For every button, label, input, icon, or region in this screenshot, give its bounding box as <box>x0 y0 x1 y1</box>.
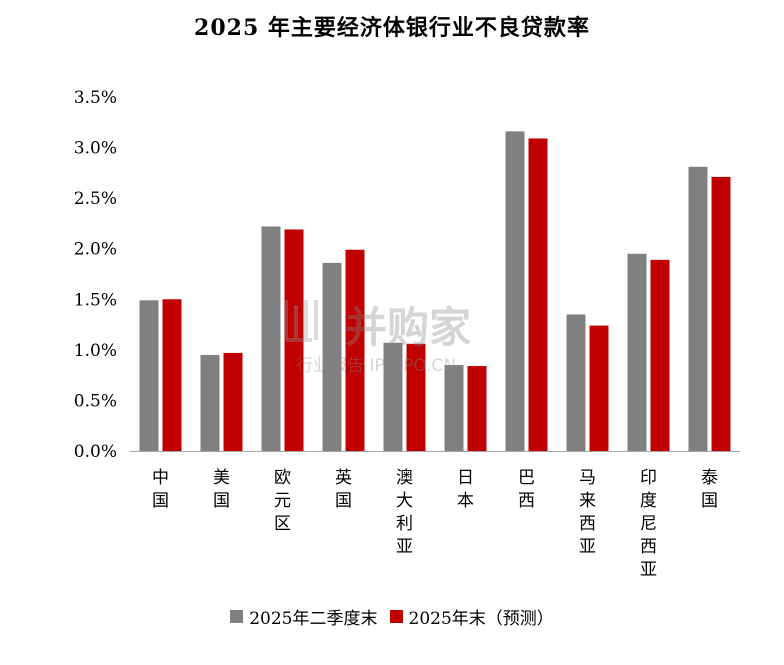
bar-yearend <box>162 299 182 451</box>
y-tick-label: 3.0% <box>74 139 117 159</box>
bar-q2 <box>566 314 586 451</box>
bar-yearend <box>589 325 609 451</box>
legend-label-q2: 2025年二季度末 <box>249 609 378 629</box>
bar-q2 <box>383 342 403 451</box>
y-tick-label: 3.5% <box>74 88 117 108</box>
bar-q2 <box>139 300 159 451</box>
bar-q2 <box>505 131 525 452</box>
bar-q2 <box>322 262 342 451</box>
x-tick-label: 欧元区 <box>274 468 291 534</box>
x-tick-label: 美国 <box>213 468 230 511</box>
legend-swatch-yearend <box>389 610 403 623</box>
x-tick-label: 巴西 <box>518 468 535 511</box>
bars <box>139 131 731 452</box>
watermark-logo-icon <box>284 300 318 342</box>
x-tick-label: 英国 <box>335 468 352 511</box>
bar-q2 <box>688 166 708 451</box>
bar-q2 <box>444 365 464 451</box>
y-tick-label: 2.5% <box>74 189 117 209</box>
bar-yearend <box>345 249 365 451</box>
legend-item-q2: 2025年二季度末 <box>230 604 378 629</box>
x-tick-label: 澳大利亚 <box>396 468 413 557</box>
bar-yearend <box>650 259 670 451</box>
y-tick-label: 1.0% <box>74 341 117 361</box>
x-tick-label: 印度尼西亚 <box>640 468 657 580</box>
bar-q2 <box>627 253 647 451</box>
chart-title: 2025 年主要经济体银行业不良贷款率 <box>194 15 590 41</box>
y-tick-label: 1.5% <box>74 290 117 310</box>
x-tick-label: 中国 <box>152 468 169 511</box>
bar-yearend <box>284 229 304 451</box>
legend-swatch-q2 <box>230 610 244 623</box>
legend-label-yearend: 2025年末（预测） <box>408 609 554 629</box>
x-axis: 中国 美国 欧元区 英国 澳大利亚 日本 巴西 马来西亚 印度尼西亚 泰国 <box>130 451 740 580</box>
watermark-subtitle: 行业报告 IPOIPO.CN <box>296 356 456 376</box>
bar-yearend <box>528 138 548 451</box>
y-tick-label: 0.0% <box>74 442 117 462</box>
x-tick-label: 日本 <box>457 468 474 511</box>
y-tick-label: 2.0% <box>74 240 117 260</box>
x-tick-label: 马来西亚 <box>579 468 596 557</box>
bar-yearend <box>406 343 426 451</box>
legend-item-yearend: 2025年末（预测） <box>389 604 554 629</box>
y-axis: 0.0% 0.5% 1.0% 1.5% 2.0% 2.5% 3.0% 3.5% <box>74 88 117 462</box>
legend: 2025年二季度末 2025年末（预测） <box>0 604 784 629</box>
bar-yearend <box>467 366 487 451</box>
y-tick-label: 0.5% <box>74 391 117 411</box>
bar-yearend <box>223 352 243 451</box>
watermark-title: 并购家 <box>345 303 471 352</box>
bar-q2 <box>200 354 220 451</box>
x-tick-label: 泰国 <box>701 468 718 511</box>
bar-yearend <box>711 176 731 451</box>
bar-q2 <box>261 226 281 451</box>
